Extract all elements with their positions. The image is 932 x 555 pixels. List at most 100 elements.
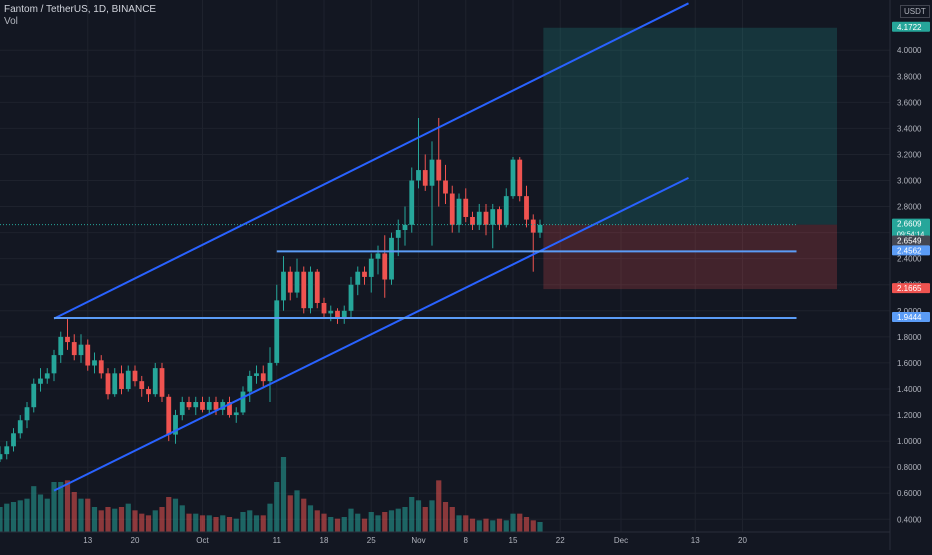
- candle-body: [470, 216, 475, 225]
- candle-body: [422, 170, 428, 186]
- candle-body: [139, 381, 145, 389]
- volume-bar: [71, 492, 77, 532]
- y-tick-label: 1.2000: [897, 411, 922, 420]
- price-tag-label: 4.1722: [897, 23, 922, 32]
- y-tick-label: 3.6000: [897, 98, 922, 107]
- volume-bar: [226, 517, 233, 532]
- volume-bar: [31, 486, 37, 532]
- candle-body: [17, 420, 23, 434]
- position-profit-zone: [543, 27, 837, 225]
- candle-body: [166, 396, 172, 435]
- y-tick-label: 0.8000: [897, 463, 922, 472]
- volume-bar: [98, 510, 104, 532]
- volume-bar: [314, 510, 320, 532]
- x-tick-label: Nov: [411, 536, 425, 545]
- lower-channel: [53, 176, 689, 492]
- price-tag-label: 2.6609: [897, 220, 922, 229]
- price-axis-bg: [890, 0, 932, 550]
- volume-bar: [233, 518, 239, 532]
- price-tag-countdown: 09:54:14: [897, 232, 924, 239]
- candle-body: [355, 271, 361, 285]
- candle-body: [483, 211, 489, 225]
- x-tick-label: 11: [273, 536, 282, 545]
- y-tick-label: 1.6000: [897, 359, 922, 368]
- volume-bar: [537, 522, 543, 532]
- volume-bar: [442, 502, 449, 532]
- currency-unit-label[interactable]: USDT: [900, 5, 930, 18]
- volume-bar: [436, 480, 442, 532]
- candle-body: [254, 373, 259, 376]
- candle-body: [44, 373, 50, 379]
- volume-bar: [132, 510, 138, 532]
- volume-bar: [409, 497, 415, 532]
- candle-body: [220, 402, 226, 410]
- price-tag-label: 2.4562: [897, 246, 922, 255]
- volume-bar: [193, 513, 199, 532]
- candle-body: [524, 196, 529, 220]
- candle-body: [314, 271, 320, 303]
- candle-body: [38, 378, 43, 384]
- candle-body: [362, 271, 367, 277]
- volume-bar: [490, 520, 496, 532]
- x-tick-label: Oct: [196, 536, 209, 545]
- y-tick-label: 3.0000: [897, 177, 922, 186]
- volume-bar: [260, 515, 266, 532]
- candle-body: [24, 407, 30, 421]
- candle-body: [85, 344, 91, 366]
- volume-bar: [503, 520, 509, 532]
- candle-body: [348, 284, 354, 311]
- volume-bar: [280, 457, 287, 532]
- volume-bar: [530, 520, 536, 532]
- volume-bar: [172, 498, 179, 532]
- volume-bar: [179, 505, 185, 532]
- volume-bar: [24, 498, 30, 532]
- price-tag: [892, 21, 930, 32]
- x-tick-label: Dec: [614, 536, 628, 545]
- price-tag: [892, 218, 930, 239]
- candle-body: [227, 402, 232, 416]
- y-tick-label: 1.8000: [897, 333, 922, 342]
- symbol-title: Fantom / TetherUS, 1D, BINANCE: [4, 4, 157, 15]
- volume-bar: [58, 482, 64, 532]
- candle-body: [132, 370, 138, 382]
- upper-channel: [53, 2, 689, 320]
- volume-bar: [395, 508, 401, 532]
- candle-body: [247, 375, 253, 392]
- volume-bar: [361, 518, 368, 532]
- volume-bar: [334, 518, 341, 532]
- volume-bar: [159, 507, 165, 532]
- y-tick-label: 2.0000: [897, 307, 922, 316]
- price-tag-label: 2.6549: [897, 236, 922, 245]
- candle-body: [395, 230, 401, 238]
- candle-body: [328, 310, 334, 314]
- volume-bar: [517, 513, 523, 532]
- candle-body: [281, 271, 286, 301]
- volume-bar: [388, 510, 395, 532]
- volume-bar: [206, 515, 212, 532]
- candle-body: [240, 391, 246, 413]
- candle-body: [71, 342, 77, 356]
- volume-bar: [125, 503, 131, 532]
- candle-body: [537, 224, 543, 233]
- candle-body: [193, 402, 199, 408]
- price-tag-label: 1.9444: [897, 313, 922, 322]
- candle-body: [308, 271, 313, 309]
- volume-bar: [274, 482, 280, 532]
- volume-bar: [186, 513, 192, 532]
- candle-body: [98, 360, 104, 374]
- candle-body: [11, 433, 16, 447]
- y-tick-label: 1.4000: [897, 385, 922, 394]
- volume-bar: [469, 518, 476, 532]
- volume-bar: [348, 508, 354, 532]
- candle-body: [152, 368, 158, 395]
- y-tick-label: 2.8000: [897, 203, 922, 212]
- x-tick-label: 20: [131, 536, 140, 545]
- candle-body: [159, 368, 165, 397]
- volume-bar: [287, 495, 293, 532]
- volume-bar: [294, 490, 300, 532]
- volume-bar: [355, 513, 361, 532]
- candle-body: [476, 211, 482, 225]
- candle-body: [146, 388, 151, 395]
